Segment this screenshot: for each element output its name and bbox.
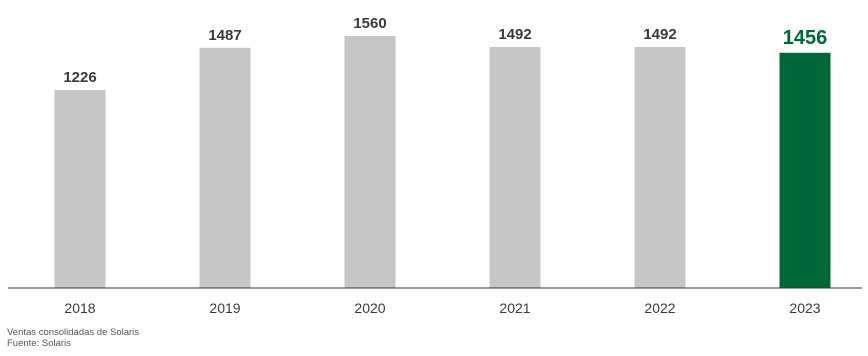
x-tick-label-2019: 2019 (209, 300, 240, 316)
data-label-2020: 1560 (353, 15, 386, 32)
x-tick-label-2020: 2020 (354, 300, 385, 316)
x-tick-label-2022: 2022 (644, 300, 675, 316)
data-label-2023: 1456 (783, 27, 828, 49)
data-label-2021: 1492 (498, 26, 531, 43)
data-labels-layer: 1226 1487 1560 1492 1492 1456 (63, 15, 827, 86)
x-tick-label-2018: 2018 (64, 300, 95, 316)
x-tick-label-2023: 2023 (789, 300, 820, 316)
chart-footnotes: Ventas consolidadas de Solaris Fuente: S… (7, 327, 139, 349)
bar-2018 (54, 90, 106, 288)
bar-2019 (199, 47, 251, 288)
x-tick-labels-layer: 2018 2019 2020 2021 2022 2023 (64, 300, 820, 316)
data-label-2018: 1226 (63, 69, 96, 86)
chart-description-note: Ventas consolidadas de Solaris (7, 327, 140, 338)
bar-2021 (489, 47, 541, 288)
bar-2020 (344, 36, 396, 288)
bar-2022 (634, 47, 686, 288)
x-tick-label-2021: 2021 (499, 300, 530, 316)
bar-2023 (779, 52, 831, 288)
chart-source-note: Fuente: Solaris (7, 338, 71, 349)
data-label-2022: 1492 (643, 26, 676, 43)
bars-layer (54, 36, 831, 288)
data-label-2019: 1487 (208, 27, 241, 44)
